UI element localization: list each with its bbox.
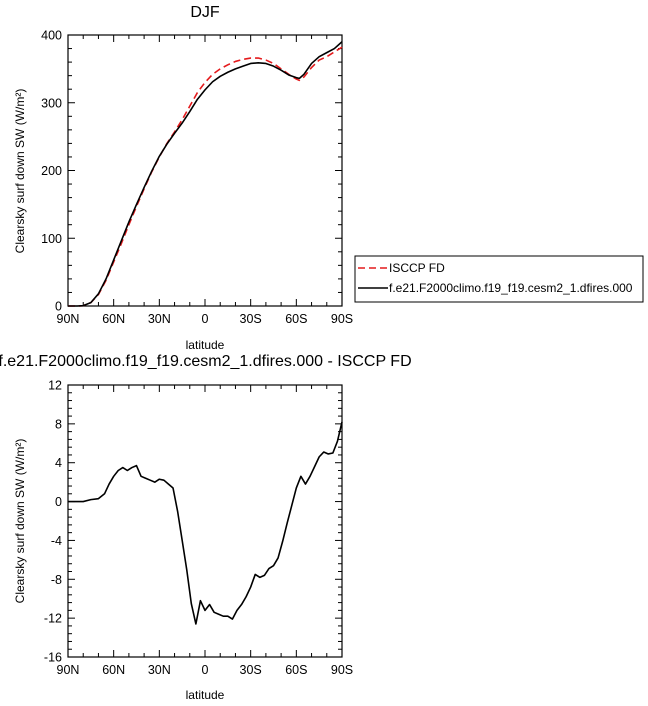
- y-tick-label: -12: [44, 612, 62, 626]
- top-panel: DJF latitude Clearsky surf down SW (W/m²…: [13, 4, 353, 352]
- legend-label-isccp: ISCCP FD: [389, 261, 445, 275]
- x-tick-label: 60S: [285, 312, 307, 326]
- plot-frame: [67, 384, 343, 658]
- x-tick-label: 60N: [102, 312, 125, 326]
- bottom-series-lines: [68, 421, 343, 625]
- bottom-x-axis-label: latitude: [186, 688, 225, 702]
- x-tick-label: 90N: [57, 663, 80, 677]
- y-tick-label: 0: [55, 300, 62, 314]
- x-tick-label: 90S: [331, 663, 353, 677]
- bottom-axes: 90N 60N 30N 0 30S 60S 90S -16 -12 -8 -4 0 4 8 12: [44, 379, 353, 678]
- series-line-1: [68, 41, 343, 307]
- x-tick-label: 30N: [148, 312, 171, 326]
- x-tick-label: 90S: [331, 312, 353, 326]
- top-chart-title: DJF: [190, 4, 220, 21]
- y-tick-label: 8: [55, 417, 62, 431]
- y-tick-label: 400: [41, 29, 62, 43]
- legend-label-model: f.e21.F2000climo.f19_f19.cesm2_1.dfires.…: [389, 281, 633, 295]
- top-y-axis-label: Clearsky surf down SW (W/m²): [13, 89, 27, 254]
- x-tick-label: 30N: [148, 663, 171, 677]
- y-tick-label: 300: [41, 96, 62, 110]
- y-tick-label: 12: [48, 379, 62, 393]
- x-tick-label: 0: [202, 663, 209, 677]
- series-line-0: [68, 46, 343, 307]
- top-series-lines: [68, 41, 343, 307]
- plot-frame: [67, 34, 343, 307]
- bottom-y-axis-label: Clearsky surf down SW (W/m²): [13, 439, 27, 604]
- legend-box: [354, 255, 644, 303]
- x-tick-label: 30S: [240, 312, 262, 326]
- y-tick-label: 100: [41, 232, 62, 246]
- x-tick-label: 0: [202, 312, 209, 326]
- top-axes: 90N 60N 30N 0 30S 60S 90S 0 100 200 300 400: [41, 29, 353, 327]
- y-tick-label: 200: [41, 164, 62, 178]
- y-tick-label: -16: [44, 651, 62, 665]
- x-tick-label: 30S: [240, 663, 262, 677]
- x-tick-label: 90N: [57, 312, 80, 326]
- bottom-panel: f.e21.F2000climo.f19_f19.cesm2_1.dfires.…: [0, 353, 412, 702]
- y-tick-label: 0: [55, 495, 62, 509]
- y-tick-label: -4: [51, 534, 62, 548]
- y-tick-label: -8: [51, 573, 62, 587]
- top-x-axis-label: latitude: [186, 338, 225, 352]
- bottom-chart-title: f.e21.F2000climo.f19_f19.cesm2_1.dfires.…: [0, 353, 412, 370]
- y-tick-label: 4: [55, 456, 62, 470]
- x-tick-label: 60S: [285, 663, 307, 677]
- legend: ISCCP FD f.e21.F2000climo.f19_f19.cesm2_…: [354, 255, 644, 303]
- x-tick-label: 60N: [102, 663, 125, 677]
- series-line-0: [68, 421, 343, 625]
